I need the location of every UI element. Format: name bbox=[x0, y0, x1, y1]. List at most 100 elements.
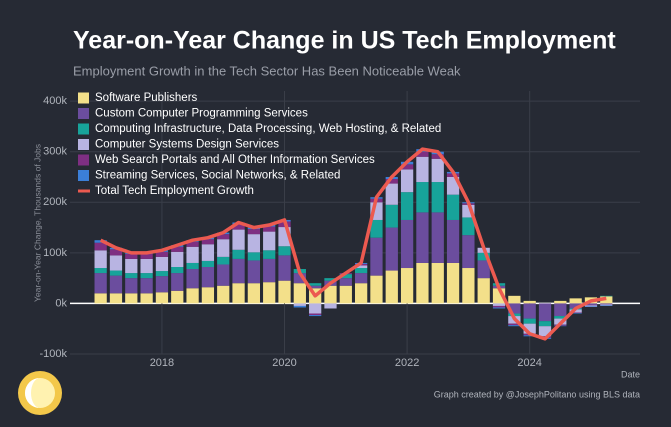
bar bbox=[278, 255, 291, 281]
bar bbox=[263, 250, 276, 259]
bar bbox=[109, 255, 123, 271]
sun-core bbox=[25, 378, 55, 408]
bar bbox=[584, 305, 598, 307]
bar bbox=[140, 293, 153, 304]
bar bbox=[416, 151, 429, 157]
bar bbox=[431, 154, 444, 159]
bar bbox=[125, 258, 138, 274]
bar bbox=[217, 264, 230, 286]
bar bbox=[569, 312, 582, 314]
sun-logo bbox=[18, 371, 62, 415]
bar bbox=[278, 246, 291, 256]
credit: Graph created by @JosephPolitano using B… bbox=[434, 389, 640, 399]
bar bbox=[171, 251, 184, 268]
bar bbox=[569, 313, 582, 314]
bar bbox=[431, 158, 444, 183]
bar bbox=[140, 278, 153, 294]
bar bbox=[293, 305, 306, 308]
bar bbox=[155, 276, 169, 293]
x-tick-label: 2018 bbox=[150, 357, 174, 369]
legend-label: Computer Systems Design Services bbox=[95, 139, 279, 151]
bar bbox=[155, 256, 169, 272]
bar bbox=[431, 262, 444, 304]
bar bbox=[155, 251, 169, 257]
bar bbox=[217, 285, 230, 304]
bar bbox=[247, 234, 260, 253]
bar bbox=[125, 253, 138, 259]
legend-swatch bbox=[78, 123, 89, 135]
bar bbox=[569, 298, 582, 304]
bar bbox=[492, 305, 506, 308]
bar bbox=[492, 307, 506, 309]
bar bbox=[155, 271, 169, 277]
bar bbox=[600, 305, 613, 306]
bar bbox=[217, 239, 230, 257]
y-tick-label: 0k bbox=[55, 297, 67, 309]
y-tick-label: -100k bbox=[39, 348, 67, 360]
bar bbox=[324, 303, 337, 309]
bar bbox=[247, 252, 260, 261]
bar bbox=[293, 303, 306, 306]
bar bbox=[554, 300, 567, 304]
bar bbox=[94, 293, 107, 304]
y-tick-label: 400k bbox=[43, 95, 67, 107]
bar bbox=[385, 183, 398, 205]
legend-swatch bbox=[78, 139, 89, 150]
bar bbox=[232, 249, 245, 259]
bar bbox=[554, 303, 567, 317]
legend-swatch bbox=[78, 170, 89, 181]
y-axis-label: Year-on-Year Change, Thousands of Jobs bbox=[32, 144, 42, 302]
bar bbox=[400, 164, 414, 170]
bar bbox=[508, 323, 521, 326]
bar bbox=[523, 303, 536, 319]
bar bbox=[339, 285, 352, 304]
bar bbox=[201, 239, 215, 245]
bar bbox=[523, 300, 536, 304]
sun-crescent bbox=[25, 378, 40, 408]
bar bbox=[385, 227, 398, 271]
bar bbox=[125, 273, 138, 279]
y-tick-label: 100k bbox=[43, 247, 67, 259]
bar bbox=[201, 244, 215, 261]
bar bbox=[201, 260, 215, 268]
bar bbox=[109, 275, 123, 294]
bar bbox=[324, 278, 337, 281]
bar bbox=[508, 303, 521, 314]
bar bbox=[186, 241, 199, 247]
bar bbox=[140, 253, 153, 259]
bar bbox=[171, 273, 184, 291]
bar bbox=[462, 268, 475, 304]
legend-label: Web Search Portals and All Other Informa… bbox=[95, 154, 375, 166]
legend-label: Total Tech Employment Growth bbox=[95, 185, 254, 197]
bar bbox=[232, 258, 245, 284]
bar bbox=[600, 304, 613, 306]
bar bbox=[140, 273, 153, 279]
x-axis-label: Date bbox=[621, 369, 640, 379]
bar bbox=[600, 295, 613, 297]
bar bbox=[94, 250, 107, 269]
bar bbox=[125, 278, 138, 294]
legend-label: Software Publishers bbox=[95, 92, 198, 104]
bar bbox=[186, 288, 199, 304]
bar bbox=[538, 321, 552, 327]
bar bbox=[201, 287, 215, 304]
bar bbox=[186, 269, 199, 289]
bars bbox=[94, 149, 613, 339]
bar bbox=[446, 194, 460, 220]
chart-subtitle: Employment Growth in the Tech Sector Has… bbox=[73, 63, 461, 78]
bar bbox=[462, 235, 475, 269]
bar bbox=[293, 273, 306, 284]
bar bbox=[523, 323, 536, 334]
bar bbox=[431, 212, 444, 263]
bar bbox=[446, 262, 460, 304]
bar bbox=[370, 237, 383, 276]
bar bbox=[94, 242, 107, 251]
bar bbox=[217, 256, 230, 265]
bar bbox=[400, 268, 414, 304]
bar bbox=[355, 283, 368, 304]
bar bbox=[109, 270, 123, 276]
bar bbox=[171, 246, 184, 252]
bar bbox=[140, 258, 153, 274]
y-tick-label: 200k bbox=[43, 196, 67, 208]
